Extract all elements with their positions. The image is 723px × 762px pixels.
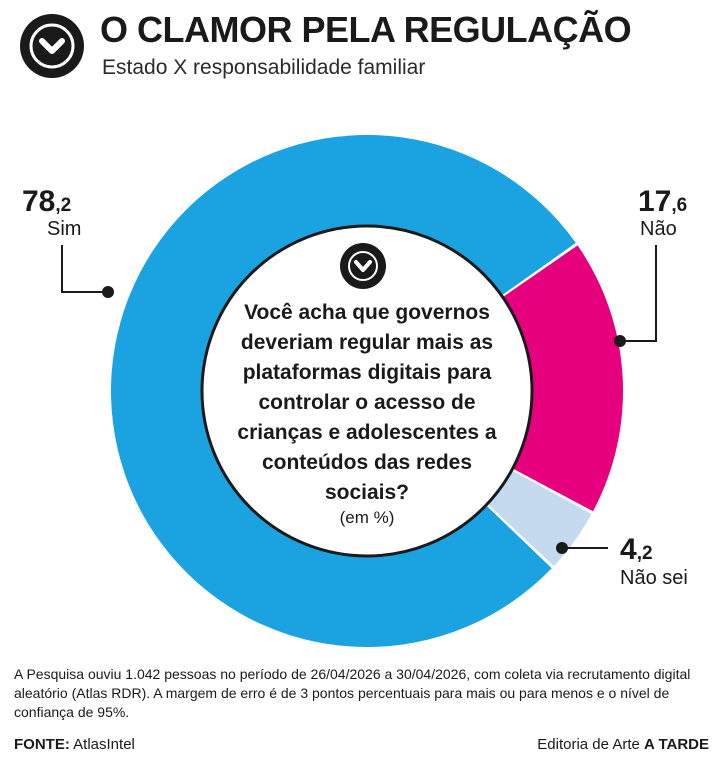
methodology-note: A Pesquisa ouviu 1.042 pessoas no períod…	[14, 666, 691, 720]
unit-label: (em %)	[339, 508, 395, 527]
source-line: FONTE: AtlasIntel	[14, 736, 135, 753]
donut-center-border	[200, 224, 534, 558]
donut-slice-n-o-sei	[487, 470, 592, 567]
category-label-nao-sei: Não sei	[620, 567, 688, 589]
leader-sim-dot	[102, 286, 114, 298]
donut-slice-n-o	[502, 245, 623, 512]
leader-nao-dot	[614, 335, 626, 347]
page-subtitle: Estado X responsabilidade familiar	[102, 56, 426, 79]
category-label-sim: Sim	[47, 218, 82, 240]
leader-nao-sei-dot	[556, 542, 568, 554]
category-label-nao: Não	[640, 218, 677, 240]
donut-slice-sim	[110, 135, 576, 647]
leader-lines	[61, 245, 657, 554]
page-title: O CLAMOR PELA REGULAÇÃO	[100, 9, 632, 50]
leader-nao-line	[620, 245, 657, 342]
survey-question: Você acha que governos deveriam regular …	[237, 301, 497, 504]
leader-sim-line	[61, 245, 108, 293]
value-label-nao-sei: 4,2	[620, 533, 653, 566]
donut-slices	[110, 135, 623, 647]
credit-line: Editoria de Arte A TARDE	[537, 736, 709, 753]
value-label-sim: 78,2	[22, 185, 72, 218]
value-label-nao: 17,6	[638, 185, 688, 218]
chevron-down-icon	[340, 243, 386, 289]
chevron-down-icon	[20, 14, 84, 78]
